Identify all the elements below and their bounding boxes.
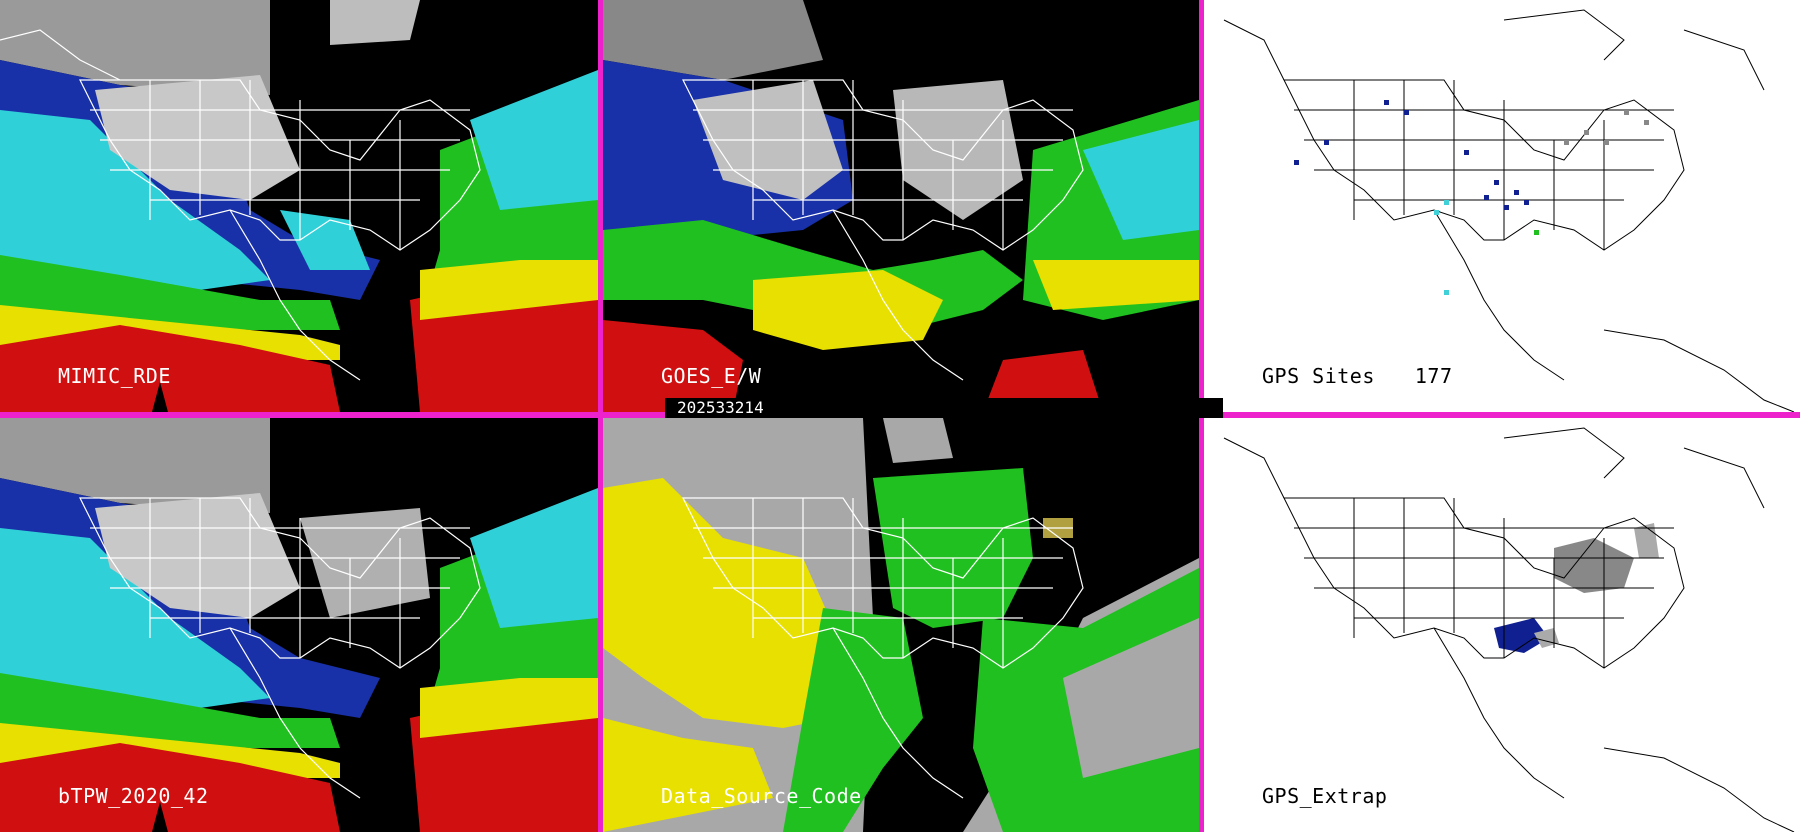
gps-sites-label: GPS Sites — [1262, 364, 1375, 388]
tpw-map-mimic — [0, 0, 598, 412]
map-panel-mimic-rde: MIMIC_RDE — [0, 0, 598, 412]
map-panel-gps-sites: GPS Sites 177 — [1204, 0, 1800, 412]
panel-label: GPS_Extrap — [1262, 784, 1388, 808]
gps-site-markers — [1294, 100, 1649, 295]
gps-extrap-map — [1204, 418, 1800, 832]
gps-sites-map — [1204, 0, 1800, 412]
map-panel-goes: GOES_E/W — [603, 0, 1199, 412]
map-panel-btpw: bTPW_2020_42 — [0, 418, 598, 832]
pointer-marker — [152, 382, 168, 412]
panel-label: MIMIC_RDE — [58, 364, 171, 388]
map-panel-data-source: Data_Source_Code — [603, 418, 1199, 832]
tpw-map-btpw — [0, 418, 598, 832]
panel-label: GPS Sites 177 — [1262, 364, 1453, 388]
panel-label: bTPW_2020_42 — [58, 784, 209, 808]
gps-sites-count: 177 — [1414, 364, 1453, 388]
timestamp-bar: 202533214 — [665, 398, 1223, 418]
pointer-marker — [152, 802, 168, 832]
map-panel-gps-extrap: GPS_Extrap — [1204, 418, 1800, 832]
panel-label: Data_Source_Code — [661, 784, 862, 808]
data-source-map — [603, 418, 1199, 832]
panel-label: GOES_E/W — [661, 364, 762, 388]
tpw-map-goes — [603, 0, 1199, 412]
